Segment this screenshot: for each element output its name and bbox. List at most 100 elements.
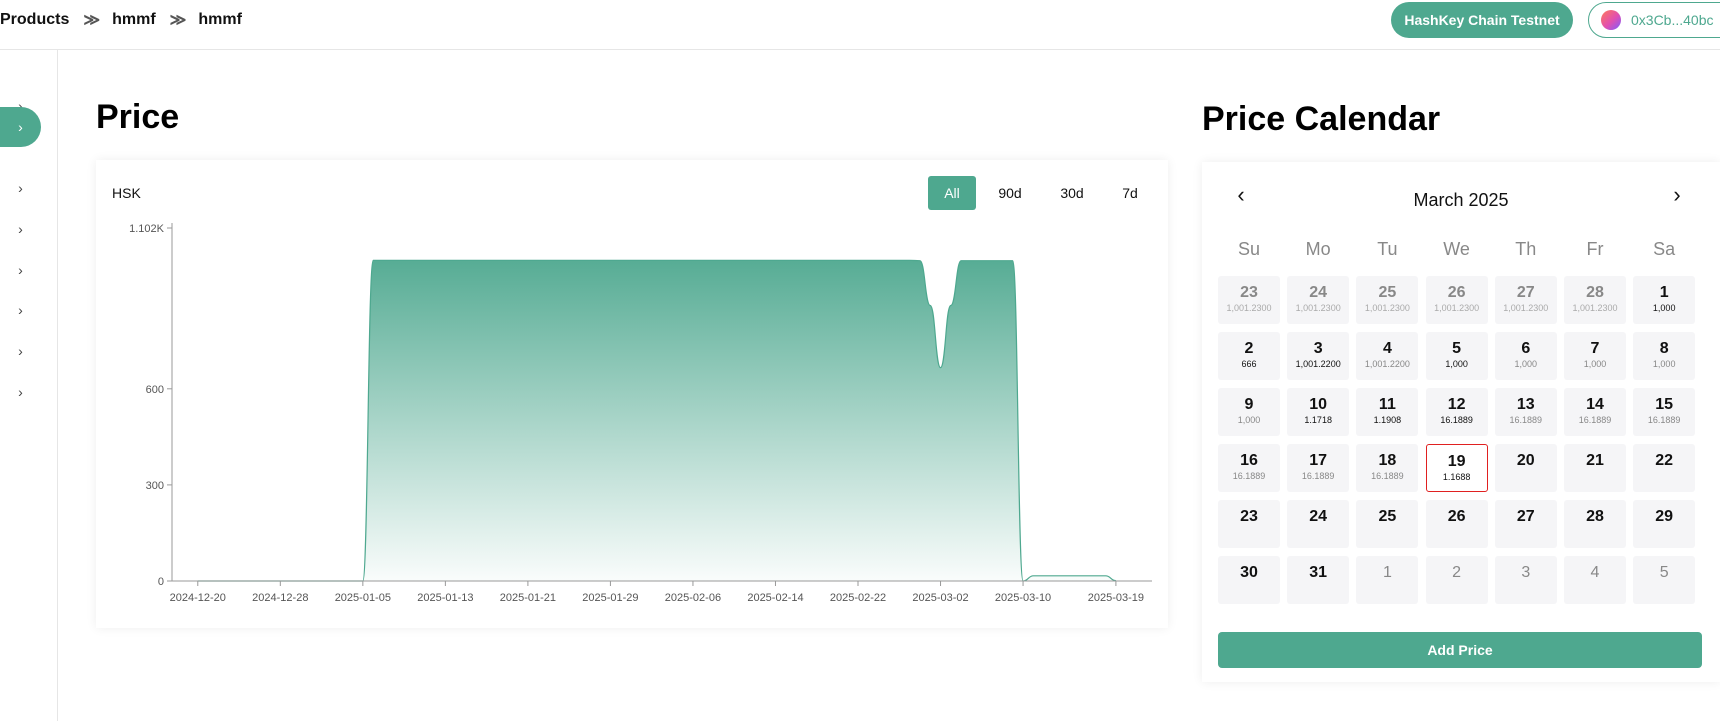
day-price: 16.1889 xyxy=(1371,471,1404,481)
day-price: 1,001.2300 xyxy=(1226,303,1272,313)
y-tick-label: 0 xyxy=(158,576,164,588)
calendar-day[interactable]: 22 xyxy=(1633,444,1696,492)
calendar-day[interactable]: 19 1.1688 xyxy=(1425,444,1488,492)
chevron-right-icon: › xyxy=(18,221,23,237)
calendar-day[interactable]: 10 1.1718 xyxy=(1287,388,1350,436)
sidebar-item-2[interactable]: › xyxy=(0,107,41,147)
x-tick-label: 2025-03-02 xyxy=(912,592,968,604)
calendar-day[interactable]: 23 1,001.2300 xyxy=(1218,276,1280,324)
network-button[interactable]: HashKey Chain Testnet xyxy=(1391,2,1573,38)
day-number: 8 xyxy=(1659,340,1669,357)
add-price-button[interactable]: Add Price xyxy=(1218,632,1702,668)
y-tick-label: 600 xyxy=(146,384,164,396)
day-price: 16.1889 xyxy=(1647,415,1681,425)
sidebar-item-8[interactable]: › xyxy=(0,372,41,412)
calendar-day[interactable]: 17 16.1889 xyxy=(1287,444,1350,492)
calendar-day[interactable]: 13 16.1889 xyxy=(1494,388,1557,436)
sidebar-item-5[interactable]: › xyxy=(0,250,41,290)
day-number: 12 xyxy=(1447,396,1466,413)
calendar-day[interactable]: 9 1,000 xyxy=(1218,388,1280,436)
day-number: 23 xyxy=(1240,284,1258,301)
sidebar-item-6[interactable]: › xyxy=(0,290,41,330)
day-price: 1,000 xyxy=(1583,359,1607,369)
wallet-button[interactable]: 0x3Cb...40bc xyxy=(1588,2,1720,38)
breadcrumb-product[interactable]: hmmf xyxy=(112,11,156,28)
calendar-day[interactable]: 26 1,001.2300 xyxy=(1425,276,1488,324)
sidebar-item-1[interactable]: › xyxy=(0,86,41,126)
chevron-right-icon: › xyxy=(18,262,23,278)
calendar-day[interactable]: 11 1.1908 xyxy=(1356,388,1419,436)
range-tab-30d[interactable]: 30d xyxy=(1060,185,1084,201)
day-number: 2 xyxy=(1452,564,1462,581)
calendar-day[interactable]: 21 xyxy=(1564,444,1626,492)
calendar-day[interactable]: 5 1,000 xyxy=(1425,332,1488,380)
calendar-day[interactable]: 30 xyxy=(1218,556,1280,604)
calendar-day[interactable]: 18 16.1889 xyxy=(1356,444,1419,492)
calendar-day[interactable]: 23 xyxy=(1218,500,1280,548)
calendar-day[interactable]: 12 16.1889 xyxy=(1425,388,1488,436)
day-number: 26 xyxy=(1447,508,1466,525)
calendar-day[interactable]: 24 xyxy=(1287,500,1350,548)
calendar-day[interactable]: 27 xyxy=(1494,500,1557,548)
chevron-right-icon: › xyxy=(18,180,23,196)
day-price: 1,001.2300 xyxy=(1364,303,1410,313)
calendar-day[interactable]: 7 1,000 xyxy=(1564,332,1626,380)
sidebar-item-4[interactable]: › xyxy=(0,209,41,249)
day-number: 1 xyxy=(1659,284,1669,301)
next-month-icon[interactable]: › xyxy=(1673,182,1681,207)
calendar-day[interactable]: 15 16.1889 xyxy=(1633,388,1696,436)
day-number: 27 xyxy=(1516,508,1535,525)
calendar-day[interactable]: 6 1,000 xyxy=(1494,332,1557,380)
calendar-day[interactable]: 28 xyxy=(1564,500,1626,548)
breadcrumb-products[interactable]: Products xyxy=(0,11,70,28)
calendar-day[interactable]: 28 1,001.2300 xyxy=(1564,276,1626,324)
range-tab-90d[interactable]: 90d xyxy=(998,185,1022,201)
calendar-day[interactable]: 24 1,001.2300 xyxy=(1287,276,1350,324)
calendar-day[interactable]: 8 1,000 xyxy=(1633,332,1696,380)
x-tick-label: 2025-01-21 xyxy=(500,592,556,604)
top-bar: Products ≫ hmmf ≫ hmmf HashKey Chain Tes… xyxy=(0,0,1720,50)
sidebar-item-7[interactable]: › xyxy=(0,331,41,371)
day-number: 23 xyxy=(1240,508,1258,525)
price-area-fill xyxy=(197,260,1116,581)
calendar-day[interactable]: 31 xyxy=(1287,556,1350,604)
day-number: 26 xyxy=(1447,284,1466,301)
calendar-day[interactable]: 16 16.1889 xyxy=(1218,444,1280,492)
calendar-day[interactable]: 3 1,001.2200 xyxy=(1287,332,1350,380)
calendar-day[interactable]: 25 xyxy=(1356,500,1419,548)
weekday-label: Mo xyxy=(1305,239,1331,259)
day-number: 4 xyxy=(1590,564,1600,581)
day-number: 20 xyxy=(1516,452,1535,469)
chevron-right-icon: › xyxy=(18,98,23,114)
calendar-day[interactable]: 2 xyxy=(1425,556,1488,604)
calendar-day[interactable]: 5 xyxy=(1633,556,1696,604)
sidebar-item-3[interactable]: › xyxy=(0,168,41,208)
wallet-address: 0x3Cb...40bc xyxy=(1631,12,1714,28)
calendar-day[interactable]: 1 xyxy=(1356,556,1419,604)
range-tab-7d[interactable]: 7d xyxy=(1122,185,1138,201)
calendar-day[interactable]: 1 1,000 xyxy=(1633,276,1696,324)
calendar-day[interactable]: 20 xyxy=(1494,444,1557,492)
day-number: 25 xyxy=(1378,508,1397,525)
calendar-day[interactable]: 4 1,001.2200 xyxy=(1356,332,1419,380)
calendar-day[interactable]: 4 xyxy=(1564,556,1626,604)
day-price: 1,000 xyxy=(1652,359,1676,369)
day-number: 21 xyxy=(1586,452,1604,469)
day-price: 1,001.2300 xyxy=(1572,303,1618,313)
calendar-title: Price Calendar xyxy=(1202,100,1441,138)
calendar-day[interactable]: 3 xyxy=(1494,556,1557,604)
calendar-day[interactable]: 2 666 xyxy=(1218,332,1280,380)
day-number: 19 xyxy=(1447,453,1466,470)
calendar-day[interactable]: 29 xyxy=(1633,500,1696,548)
calendar-day[interactable]: 25 1,001.2300 xyxy=(1356,276,1419,324)
day-number: 22 xyxy=(1655,452,1674,469)
day-price: 16.1889 xyxy=(1440,415,1473,425)
x-tick-label: 2025-01-05 xyxy=(335,592,391,604)
wallet-avatar xyxy=(1601,10,1621,30)
weekday-label: Th xyxy=(1515,239,1537,259)
prev-month-icon[interactable]: ‹ xyxy=(1237,182,1245,207)
calendar-day[interactable]: 26 xyxy=(1425,500,1488,548)
calendar-day[interactable]: 27 1,001.2300 xyxy=(1494,276,1557,324)
calendar-day[interactable]: 14 16.1889 xyxy=(1564,388,1626,436)
range-tab-all[interactable]: All xyxy=(928,176,976,210)
